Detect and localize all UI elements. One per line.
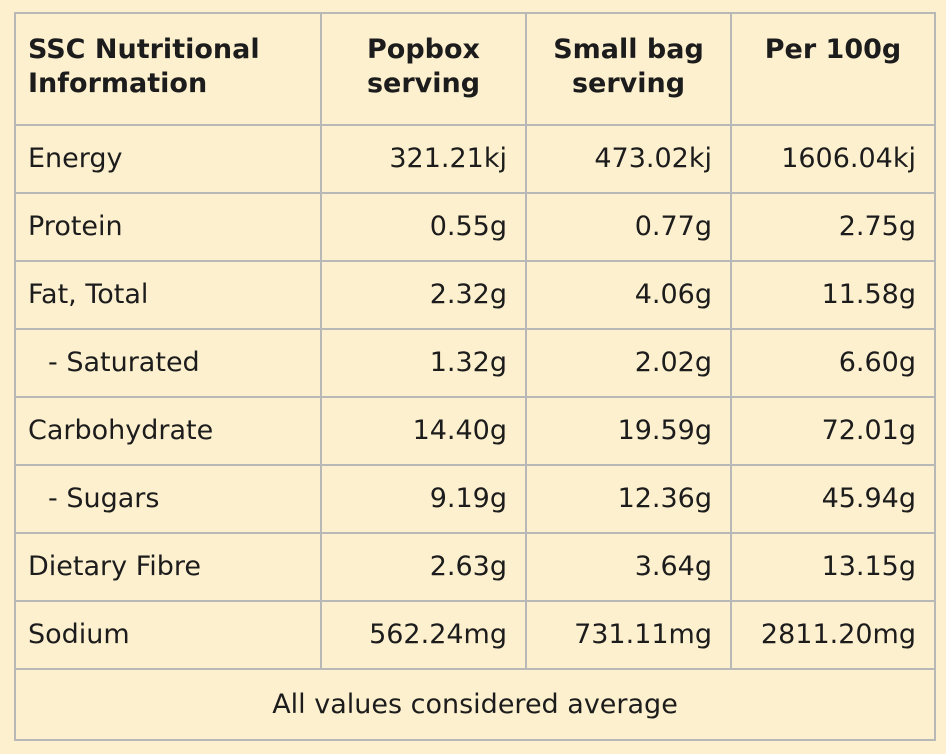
per-100g-value: 2811.20mg <box>730 600 936 670</box>
small-bag-value: 473.02kj <box>525 124 732 194</box>
header-line: Small bag <box>553 34 704 65</box>
row-label: - Saturated <box>14 328 322 398</box>
small-bag-value: 2.02g <box>525 328 732 398</box>
table-row-carbohydrate: Carbohydrate 14.40g 19.59g 72.01g <box>14 396 936 466</box>
small-bag-value: 3.64g <box>525 532 732 602</box>
per-100g-value: 6.60g <box>730 328 936 398</box>
popbox-value: 2.63g <box>320 532 527 602</box>
header-line: Popbox <box>367 34 480 65</box>
per-100g-value: 2.75g <box>730 192 936 262</box>
per-100g-value: 1606.04kj <box>730 124 936 194</box>
popbox-value: 1.32g <box>320 328 527 398</box>
header-row: SSC Nutritional Information Popbox servi… <box>14 12 936 126</box>
header-small-bag-serving: Small bag serving <box>525 12 732 126</box>
header-line: SSC Nutritional <box>28 34 260 65</box>
row-label: Protein <box>14 192 322 262</box>
header-line: Information <box>28 68 208 99</box>
small-bag-value: 12.36g <box>525 464 732 534</box>
per-100g-value: 45.94g <box>730 464 936 534</box>
per-100g-value: 72.01g <box>730 396 936 466</box>
small-bag-value: 19.59g <box>525 396 732 466</box>
small-bag-value: 0.77g <box>525 192 732 262</box>
table-row-sugars: - Sugars 9.19g 12.36g 45.94g <box>14 464 936 534</box>
header-popbox-serving: Popbox serving <box>320 12 527 126</box>
per-100g-value: 11.58g <box>730 260 936 330</box>
table-row-energy: Energy 321.21kj 473.02kj 1606.04kj <box>14 124 936 194</box>
table-row-protein: Protein 0.55g 0.77g 2.75g <box>14 192 936 262</box>
row-label: Dietary Fibre <box>14 532 322 602</box>
footer-note: All values considered average <box>14 668 936 741</box>
header-line: Per 100g <box>764 34 902 65</box>
header-nutritional-information: SSC Nutritional Information <box>14 12 322 126</box>
popbox-value: 0.55g <box>320 192 527 262</box>
table-row-saturated: - Saturated 1.32g 2.02g 6.60g <box>14 328 936 398</box>
row-label: - Sugars <box>14 464 322 534</box>
header-line: serving <box>366 68 481 99</box>
row-label: Carbohydrate <box>14 396 322 466</box>
header-per-100g: Per 100g <box>730 12 936 126</box>
popbox-value: 2.32g <box>320 260 527 330</box>
row-label: Energy <box>14 124 322 194</box>
row-label: Fat, Total <box>14 260 322 330</box>
popbox-value: 562.24mg <box>320 600 527 670</box>
popbox-value: 321.21kj <box>320 124 527 194</box>
footer-row: All values considered average <box>14 668 936 741</box>
popbox-value: 9.19g <box>320 464 527 534</box>
small-bag-value: 731.11mg <box>525 600 732 670</box>
row-label: Sodium <box>14 600 322 670</box>
popbox-value: 14.40g <box>320 396 527 466</box>
table-row-sodium: Sodium 562.24mg 731.11mg 2811.20mg <box>14 600 936 670</box>
header-line: serving <box>571 68 686 99</box>
table-row-dietary-fibre: Dietary Fibre 2.63g 3.64g 13.15g <box>14 532 936 602</box>
small-bag-value: 4.06g <box>525 260 732 330</box>
table-row-fat-total: Fat, Total 2.32g 4.06g 11.58g <box>14 260 936 330</box>
nutrition-table: SSC Nutritional Information Popbox servi… <box>14 12 936 741</box>
per-100g-value: 13.15g <box>730 532 936 602</box>
